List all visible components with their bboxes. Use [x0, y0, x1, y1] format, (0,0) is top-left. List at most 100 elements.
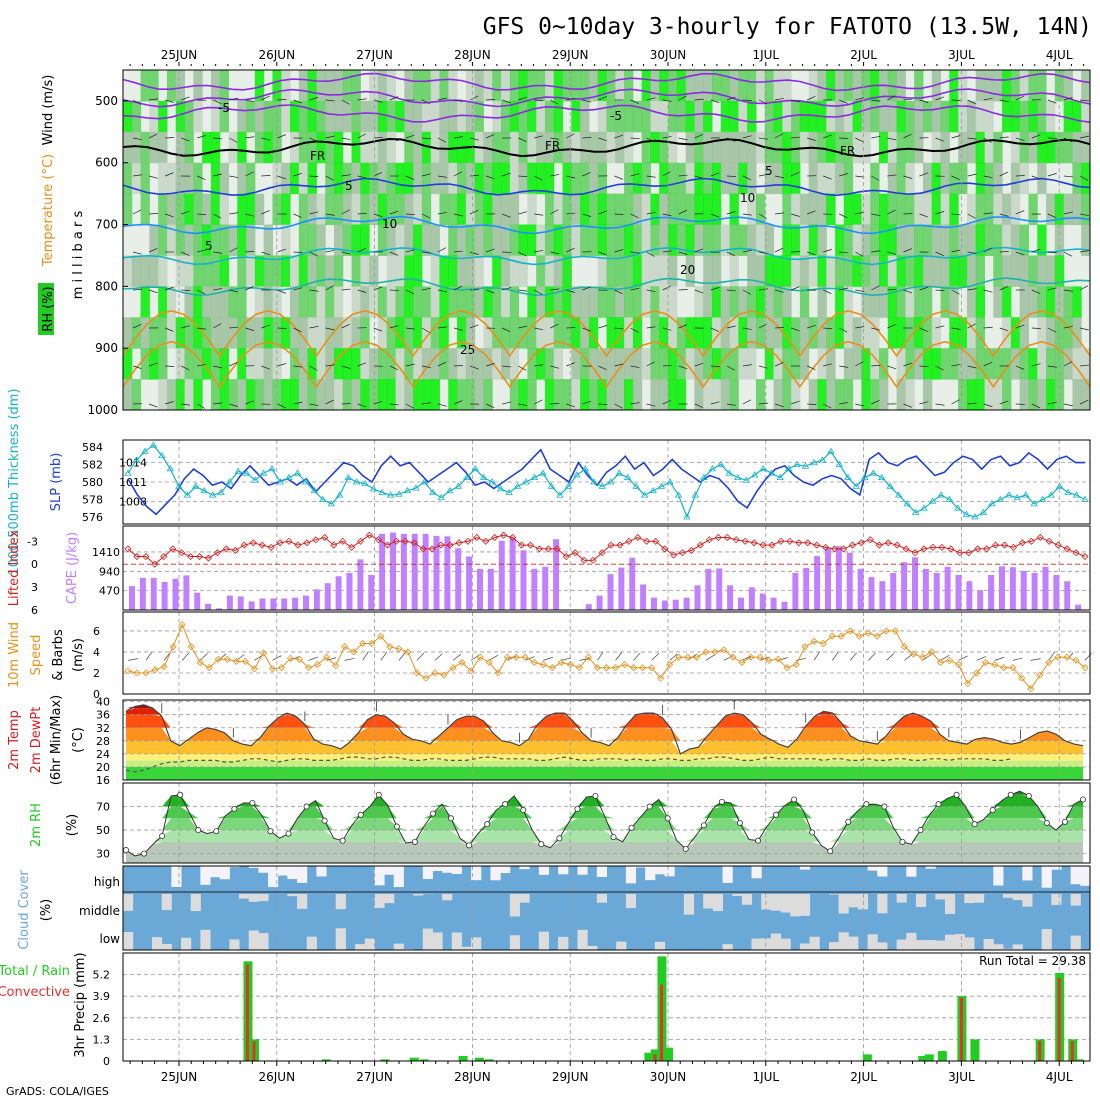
li-marker: [1009, 543, 1018, 551]
thickness-marker: [818, 456, 827, 463]
wind-barb: [380, 652, 387, 661]
wind-barb: [967, 251, 977, 254]
rh-cell: [852, 193, 862, 226]
rh-cell: [553, 348, 564, 380]
wind-barb: [213, 173, 223, 177]
wind-marker: [187, 643, 195, 651]
rh-marker: [502, 801, 509, 808]
wind-marker: [1009, 664, 1017, 672]
rh-cell: [421, 286, 432, 318]
thickness-marker: [285, 473, 293, 481]
li-marker: [401, 537, 409, 545]
rh-cell: [993, 131, 1003, 164]
rh-marker: [881, 803, 888, 810]
rh-cell: [544, 162, 555, 195]
wind-barb: [181, 210, 190, 215]
rh-cell: [465, 348, 476, 380]
li-marker: [419, 545, 427, 553]
rh-cell: [887, 193, 898, 226]
rh-cell: [527, 162, 537, 195]
wind-barb: [197, 249, 207, 253]
rh-cell: [483, 317, 493, 349]
wind-barb: [871, 400, 880, 405]
wind-marker: [828, 632, 836, 640]
thickness-marker: [505, 488, 513, 495]
rh-marker: [809, 829, 816, 836]
wind-barb: [180, 365, 190, 371]
wind-barb: [229, 97, 239, 101]
wind-barb: [277, 248, 287, 253]
rh-cell: [641, 348, 651, 380]
li-marker: [983, 545, 991, 553]
rh-cell: [580, 224, 590, 256]
rh-cell: [140, 255, 150, 287]
rh-cell: [254, 317, 265, 349]
wind-barb: [1063, 97, 1073, 101]
rh-cell: [922, 100, 933, 133]
wind-barb: [148, 289, 158, 294]
low-cloud-gap: [944, 934, 956, 950]
thickness-marker: [801, 462, 810, 469]
low-cloud-gap: [258, 933, 269, 950]
thickness-marker: [242, 469, 251, 476]
li-marker: [258, 541, 266, 549]
rh-marker: [321, 817, 328, 824]
rh-cell: [914, 224, 924, 256]
rh-cell: [193, 348, 203, 380]
wind-barb: [887, 95, 896, 101]
wind-barb: [951, 135, 961, 139]
cape-bar: [814, 556, 821, 610]
li-marker: [482, 537, 490, 545]
wind-barb: [694, 289, 704, 294]
rh-cell: [1054, 255, 1065, 287]
wind-barb: [373, 137, 383, 139]
wind-barb: [598, 251, 608, 256]
thickness-axis-label: 1000-500mb Thickness (dm): [7, 388, 22, 575]
wind-barb: [293, 287, 303, 291]
wind-marker: [774, 655, 782, 663]
rh-marker: [700, 822, 707, 829]
chart-title: GFS 0~10day 3-hourly for FATOTO (13.5W, …: [483, 14, 1092, 40]
low-cloud-gap: [964, 937, 975, 950]
cape-bar: [922, 568, 929, 610]
rh-cell: [650, 224, 660, 256]
cape-bar: [161, 582, 168, 610]
cape-bar: [542, 566, 549, 610]
rh-cell: [1063, 193, 1073, 226]
wind-barb: [566, 175, 576, 179]
low-cloud-gap: [751, 938, 762, 950]
wind-barb: [742, 99, 752, 101]
rh-cell: [430, 162, 440, 195]
rh-cell: [668, 255, 678, 287]
wind-barb: [437, 361, 447, 367]
rh-cell: [298, 193, 309, 226]
rh-cell: [527, 193, 537, 226]
rh-cell: [246, 193, 256, 226]
rh-cell: [694, 379, 704, 411]
temp-axis-label-4: (°C): [71, 727, 86, 753]
cape-bar: [792, 572, 799, 610]
wind-barb: [357, 212, 367, 215]
thickness-marker: [183, 491, 191, 498]
low-cloud-gap: [471, 937, 482, 950]
wind-barb: [469, 95, 479, 101]
wind-barb: [983, 326, 993, 329]
wind-marker: [124, 667, 132, 675]
wind-barb: [940, 655, 950, 661]
middle-cloud-gap: [712, 894, 724, 912]
wind-barb: [341, 99, 350, 105]
rh-cell: [747, 255, 757, 287]
rh-cell: [298, 286, 309, 318]
rh-cell: [711, 162, 722, 195]
rh-marker: [935, 801, 942, 808]
wind-barb: [983, 97, 993, 101]
wind-barb: [534, 399, 543, 405]
precip-total-bar: [419, 1059, 429, 1061]
wind-barb: [919, 213, 929, 218]
precip-convective-bar: [252, 1041, 256, 1061]
rh-cell: [1037, 286, 1047, 318]
wind-barb: [199, 653, 208, 661]
temp-contour: [122, 215, 1091, 235]
rh-cell: [782, 162, 792, 195]
wind-marker: [738, 658, 746, 667]
